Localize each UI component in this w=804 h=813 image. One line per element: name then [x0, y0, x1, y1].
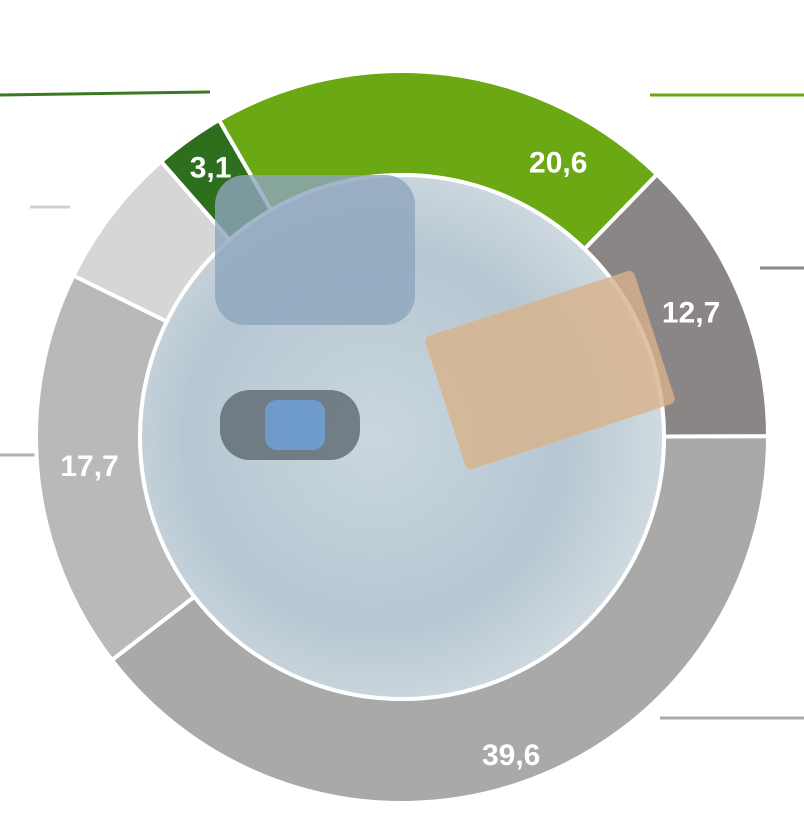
leader-line	[0, 92, 210, 95]
page: 20,612,739,617,73,1 (() => { const data …	[0, 0, 804, 813]
person	[215, 175, 415, 325]
data-label: 12,7	[662, 296, 720, 329]
data-label: 20,6	[529, 147, 587, 180]
data-label: 3,1	[190, 151, 232, 184]
charger-plug	[265, 400, 325, 450]
chart: 20,6 12,7 39,6 17,7 3,1	[0, 0, 804, 813]
data-label: 39,6	[482, 739, 540, 772]
data-label: 17,7	[60, 450, 118, 483]
